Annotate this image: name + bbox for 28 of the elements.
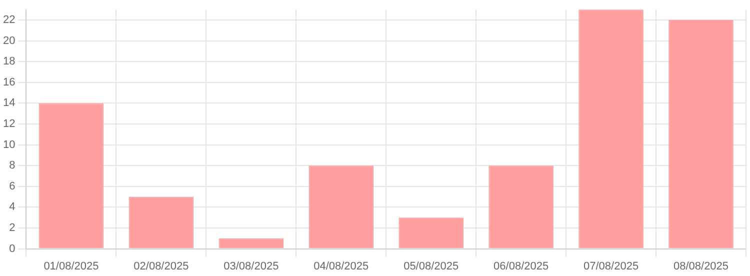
x-tick-label: 01/08/2025 <box>44 260 99 272</box>
bar <box>218 238 284 248</box>
x-tick-label: 04/08/2025 <box>314 260 369 272</box>
bar <box>398 218 464 248</box>
x-tick-label: 07/08/2025 <box>584 260 639 272</box>
x-tick-label: 08/08/2025 <box>673 260 729 272</box>
y-tick-label: 10 <box>2 138 16 151</box>
x-tick-label: 03/08/2025 <box>224 260 279 272</box>
y-tick-label: 0 <box>9 242 16 255</box>
bar <box>308 166 374 248</box>
y-tick-label: 18 <box>2 56 16 68</box>
y-tick-label: 12 <box>2 118 16 130</box>
y-tick-label: 4 <box>9 201 16 214</box>
x-tick-label: 02/08/2025 <box>134 260 189 272</box>
bar <box>38 103 104 248</box>
bar <box>578 10 644 248</box>
y-tick-label: 22 <box>2 14 16 26</box>
bar <box>128 196 194 248</box>
x-tick-label: 05/08/2025 <box>404 260 459 272</box>
bar <box>488 166 554 248</box>
y-tick-label: 16 <box>2 76 16 88</box>
x-tick-label: 06/08/2025 <box>494 260 549 272</box>
y-tick-label: 8 <box>9 160 16 172</box>
y-tick-label: 20 <box>2 34 16 47</box>
y-tick-label: 14 <box>2 97 16 110</box>
y-tick-label: 2 <box>9 222 16 234</box>
y-tick-label: 6 <box>9 180 16 192</box>
bar <box>668 20 734 248</box>
